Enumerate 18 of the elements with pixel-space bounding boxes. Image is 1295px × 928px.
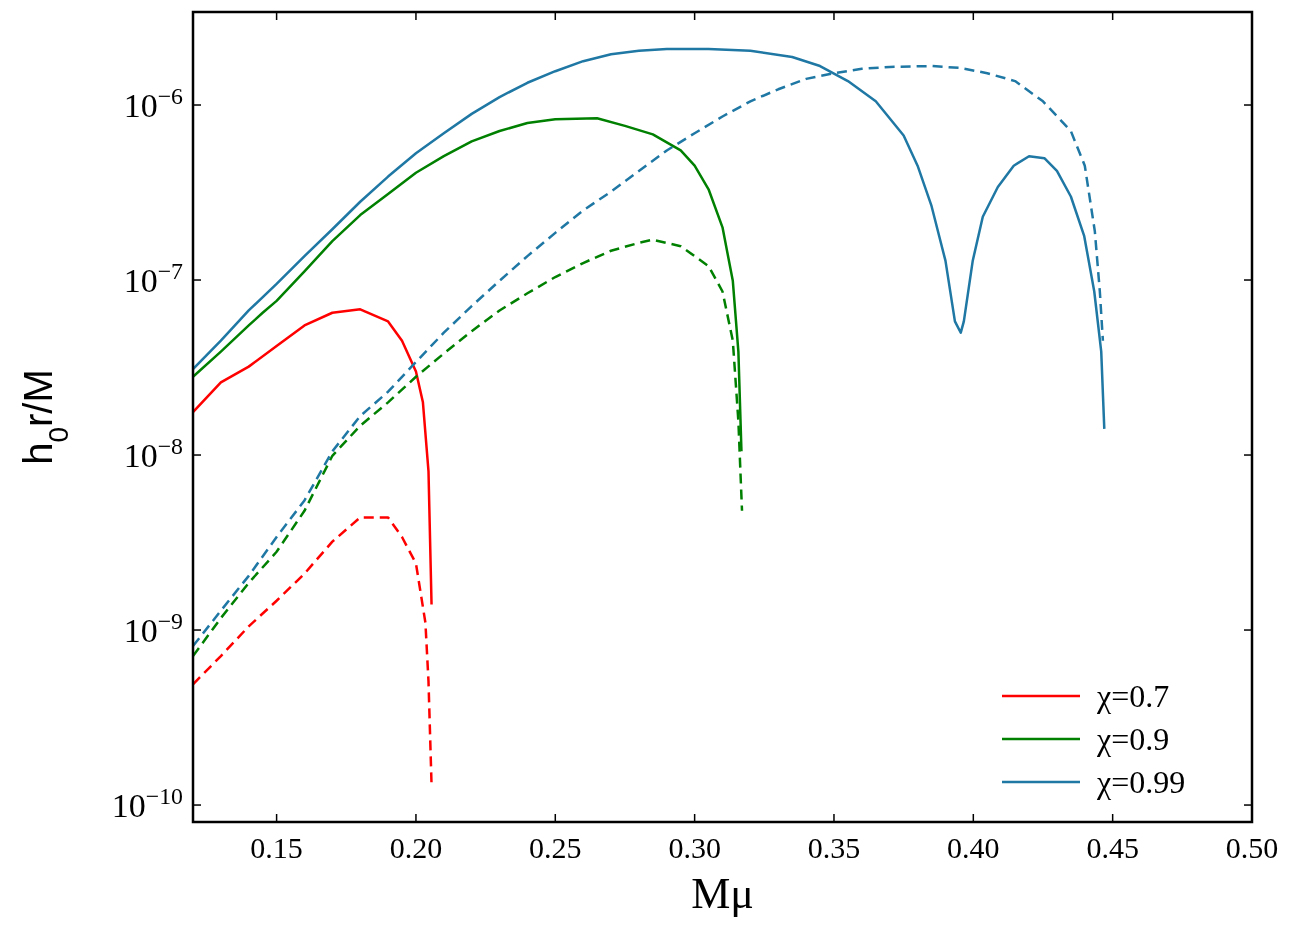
y-tick-label: 10$^{−7}$ <box>123 258 184 300</box>
legend-label: χ=0.9 <box>1096 721 1170 757</box>
x-tick-label: 0.40 <box>947 831 1000 864</box>
y-tick-label: 10$^{−8}$ <box>123 433 183 475</box>
line-series <box>193 308 433 606</box>
x-axis-title: Mμ <box>691 869 754 918</box>
x-tick-label: 0.25 <box>529 831 582 864</box>
x-tick-label: 0.15 <box>250 831 303 864</box>
x-tick-label: 0.50 <box>1225 831 1279 864</box>
y-tick-label: 10$^{−9}$ <box>123 608 183 650</box>
x-tick-label: 0.35 <box>807 831 861 864</box>
x-tick-label: 0.30 <box>668 831 721 864</box>
x-tick-label: 0.45 <box>1086 831 1139 864</box>
y-tick-label: 10$^{−6}$ <box>123 83 184 125</box>
y-tick-label: 10$^{−10}$ <box>111 783 183 825</box>
legend-label: χ=0.99 <box>1096 764 1186 800</box>
x-tick-label: 0.20 <box>389 831 443 864</box>
legend-label: χ=0.7 <box>1096 678 1170 714</box>
